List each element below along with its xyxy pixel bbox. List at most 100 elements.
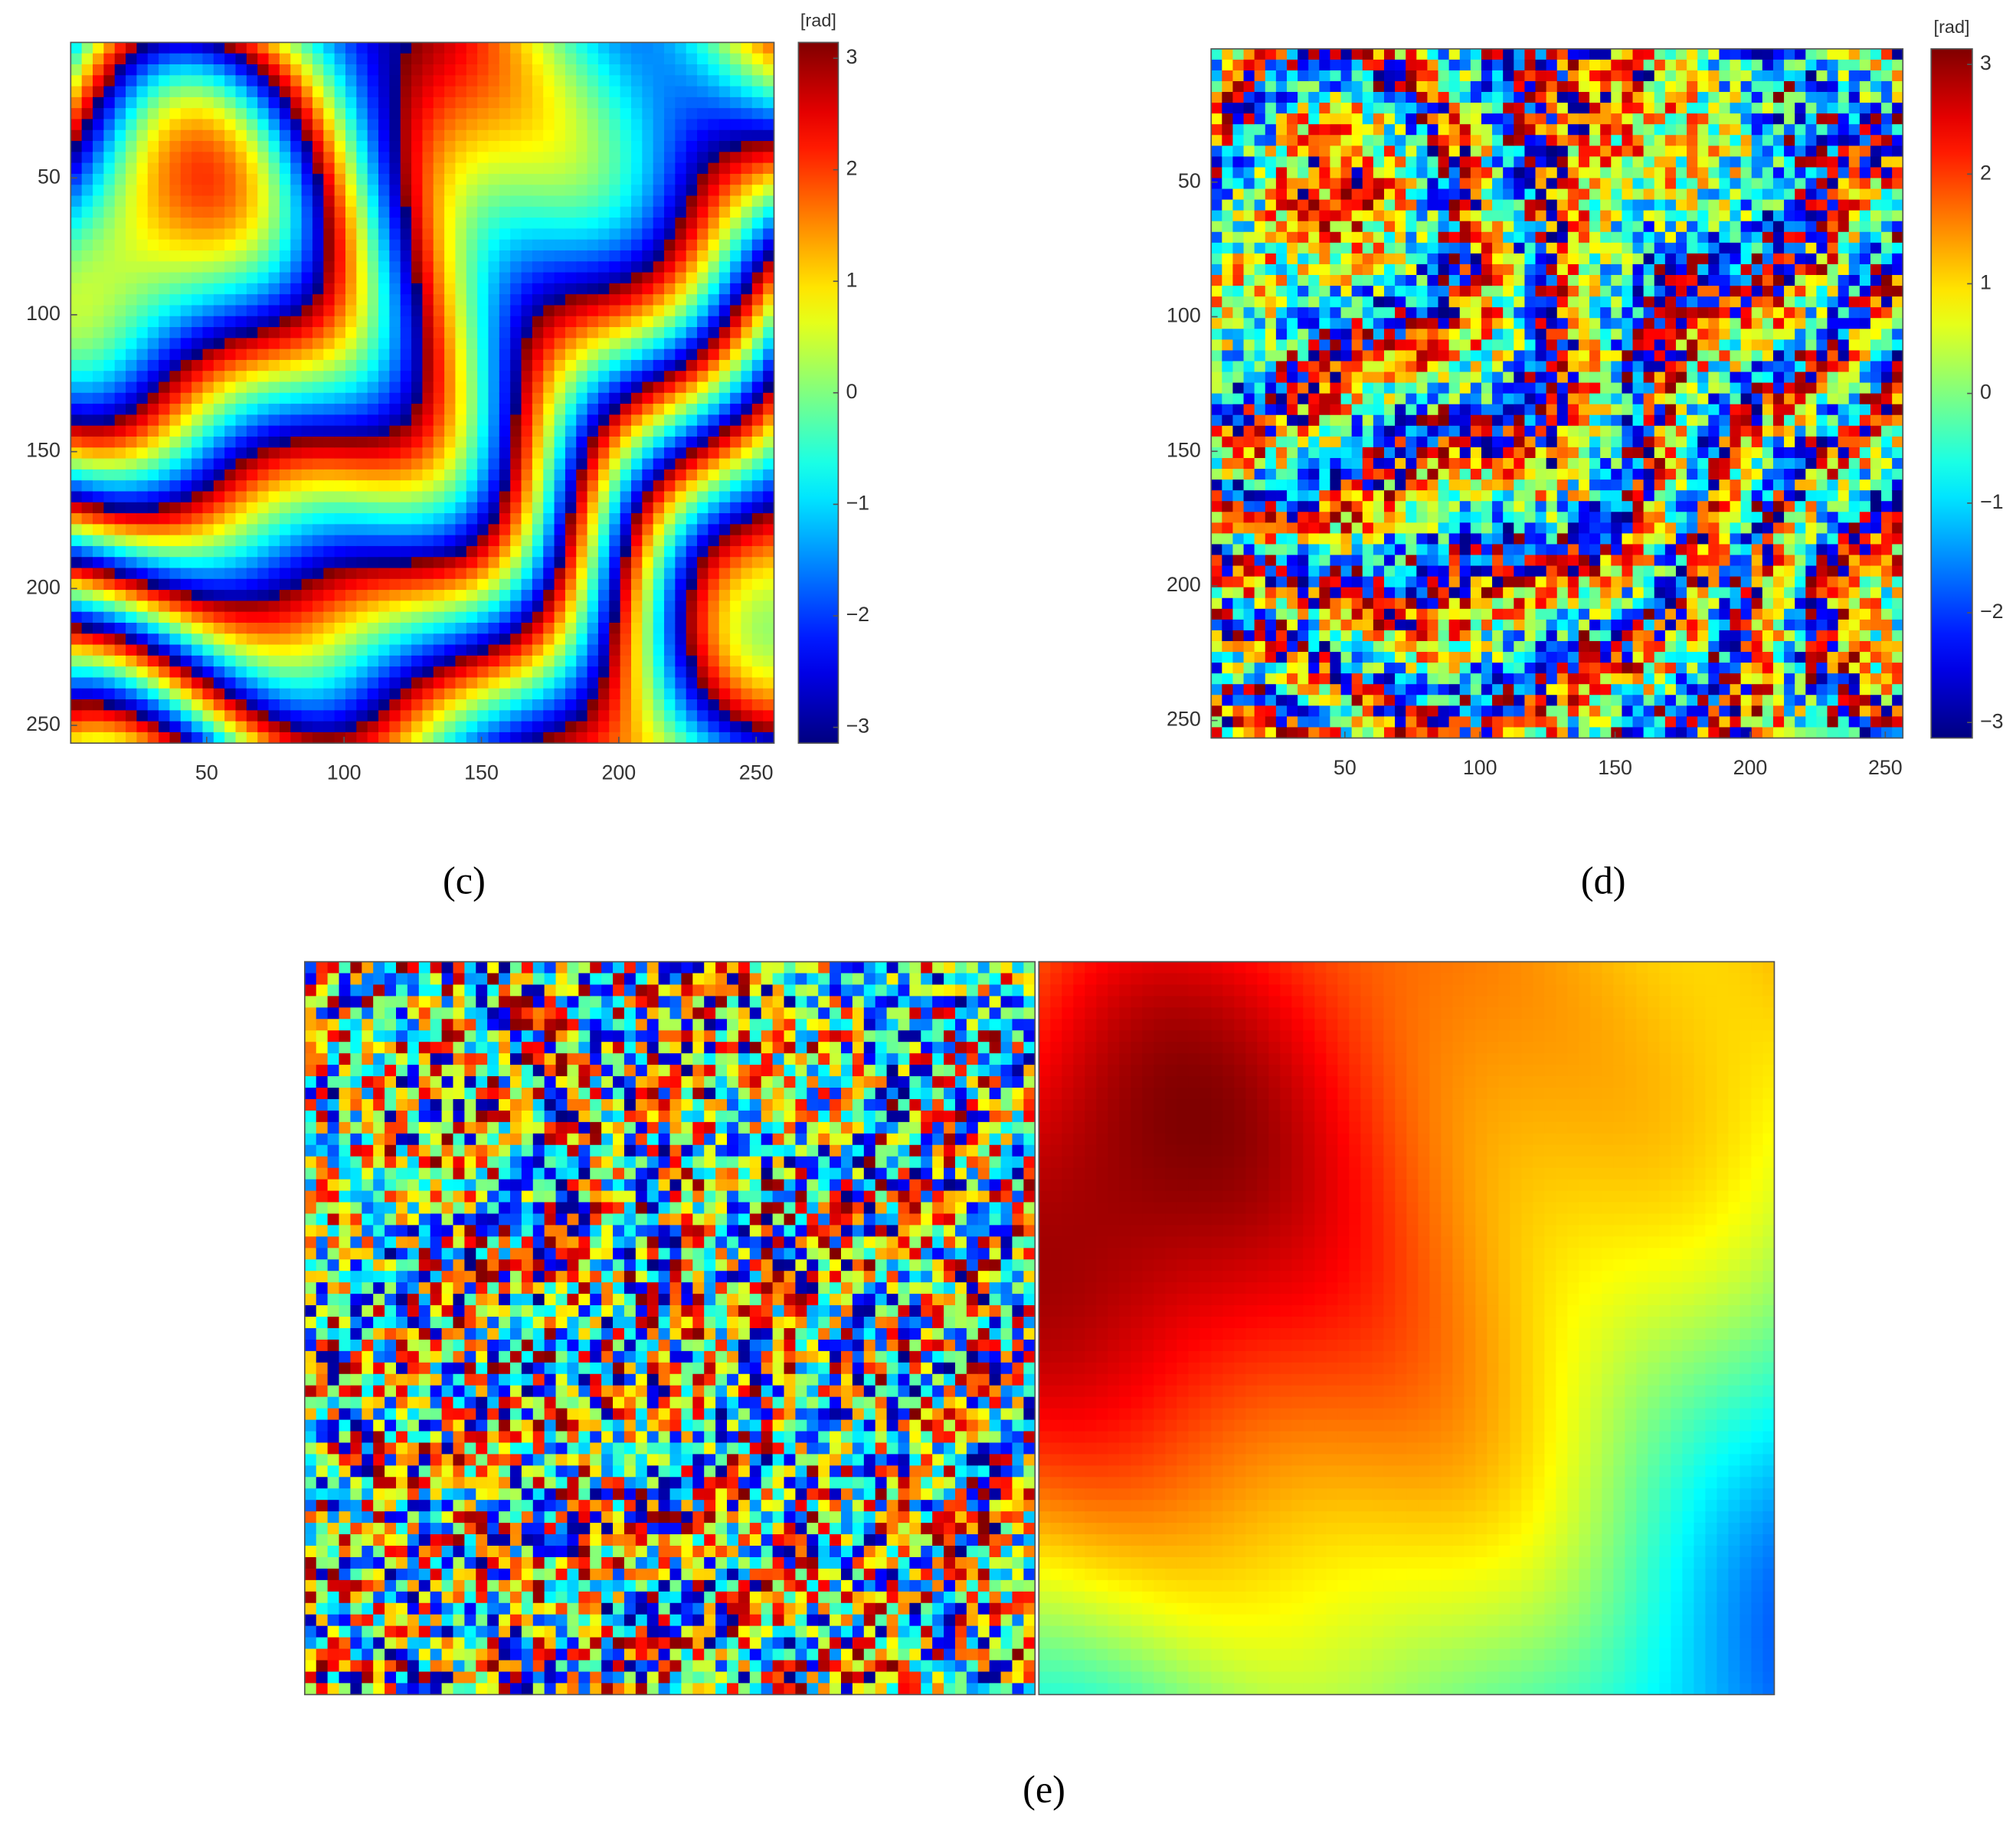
pixel xyxy=(1319,103,1330,114)
pixel xyxy=(136,360,148,371)
pixel xyxy=(1232,394,1244,405)
pixel xyxy=(543,174,555,185)
pixel xyxy=(609,480,620,492)
pixel xyxy=(741,459,752,470)
pixel xyxy=(82,437,93,448)
pixel xyxy=(389,349,401,361)
pixel xyxy=(236,273,247,284)
pixel xyxy=(675,185,686,196)
pixel xyxy=(1308,447,1320,459)
pixel xyxy=(555,601,566,612)
pixel xyxy=(522,557,533,568)
pixel xyxy=(763,633,774,645)
pixel xyxy=(126,119,137,130)
pixel xyxy=(159,568,170,580)
pixel xyxy=(422,327,434,339)
pixel xyxy=(642,710,653,722)
pixel xyxy=(378,513,390,525)
pixel xyxy=(257,710,269,722)
pixel xyxy=(587,283,599,295)
pixel xyxy=(444,623,456,634)
pixel xyxy=(434,535,445,547)
pixel xyxy=(368,633,379,645)
pixel xyxy=(247,459,258,470)
pixel xyxy=(70,535,82,547)
pixel xyxy=(136,623,148,634)
pixel xyxy=(323,75,335,87)
pixel xyxy=(499,502,511,514)
pixel xyxy=(488,590,499,601)
pixel xyxy=(169,557,181,568)
pixel xyxy=(214,75,225,87)
pixel xyxy=(214,382,225,394)
pixel xyxy=(488,579,499,591)
pixel xyxy=(93,491,104,502)
pixel xyxy=(664,54,676,65)
pixel xyxy=(609,722,620,733)
pixel xyxy=(323,502,335,514)
pixel xyxy=(269,87,280,98)
pixel xyxy=(1330,81,1341,93)
pixel xyxy=(708,141,719,152)
pixel xyxy=(202,426,214,437)
pixel xyxy=(543,633,555,645)
pixel xyxy=(763,141,774,152)
pixel xyxy=(697,185,709,196)
pixel xyxy=(719,699,731,711)
pixel xyxy=(488,141,499,152)
pixel xyxy=(555,491,566,502)
pixel xyxy=(565,722,577,733)
pixel xyxy=(653,437,665,448)
pixel xyxy=(1255,566,1266,578)
pixel xyxy=(620,732,632,744)
pixel xyxy=(1352,243,1363,254)
pixel xyxy=(543,42,555,54)
pixel xyxy=(576,316,587,328)
pixel xyxy=(115,119,126,130)
pixel xyxy=(664,327,676,339)
pixel xyxy=(1222,716,1233,728)
pixel xyxy=(93,393,104,404)
pixel xyxy=(368,732,379,744)
pixel xyxy=(741,557,752,568)
pixel xyxy=(587,612,599,623)
pixel xyxy=(543,677,555,689)
pixel xyxy=(555,218,566,229)
pixel xyxy=(1298,437,1309,448)
pixel xyxy=(763,152,774,163)
pixel xyxy=(510,579,522,591)
pixel xyxy=(653,207,665,218)
pixel xyxy=(82,535,93,547)
pixel xyxy=(136,174,148,185)
pixel xyxy=(202,470,214,481)
pixel xyxy=(653,645,665,656)
pixel xyxy=(126,579,137,591)
pixel xyxy=(664,404,676,415)
pixel xyxy=(181,689,192,700)
pixel xyxy=(115,546,126,558)
pixel xyxy=(653,163,665,175)
pixel xyxy=(466,174,478,185)
pixel xyxy=(620,645,632,656)
pixel xyxy=(378,502,390,514)
pixel xyxy=(368,54,379,65)
pixel xyxy=(653,250,665,262)
pixel xyxy=(401,240,412,251)
pixel xyxy=(236,75,247,87)
pixel xyxy=(302,414,313,426)
pixel xyxy=(1265,113,1277,125)
pixel xyxy=(411,207,423,218)
pixel xyxy=(115,601,126,612)
pixel xyxy=(302,557,313,568)
pixel xyxy=(741,382,752,394)
pixel xyxy=(1265,200,1277,211)
pixel xyxy=(136,218,148,229)
pixel xyxy=(82,557,93,568)
pixel xyxy=(455,228,466,240)
pixel xyxy=(1232,156,1244,168)
pixel xyxy=(434,196,445,208)
pixel xyxy=(191,732,203,744)
pixel xyxy=(257,447,269,459)
pixel xyxy=(697,535,709,547)
pixel xyxy=(477,633,489,645)
